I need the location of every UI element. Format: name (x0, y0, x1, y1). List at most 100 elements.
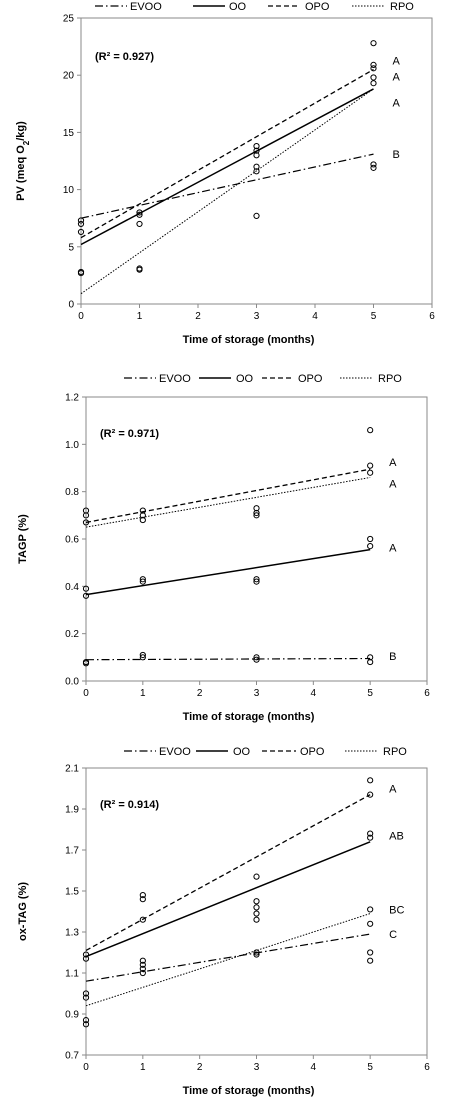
x-tick-label: 1 (140, 1062, 146, 1073)
data-point (82, 658, 90, 666)
legend-item-oo: OO (199, 373, 254, 385)
x-tick-label: 2 (197, 688, 203, 699)
data-point (136, 220, 143, 228)
data-point (253, 898, 260, 905)
series-line-opo (85, 468, 371, 524)
significance-letter-opo: A (393, 71, 401, 83)
y-tick-label: 0 (68, 300, 74, 311)
y-tick-label: 1.9 (65, 805, 79, 816)
data-point (370, 161, 377, 168)
data-point (370, 65, 377, 72)
legend-item-evoo: EVOO (124, 746, 191, 758)
data-point (82, 519, 90, 526)
y-tick-label: 1.0 (65, 440, 79, 451)
data-point (82, 951, 90, 958)
ox-tag-chart: 0.7 0.9 1.1 1.3 1.5 1.7 1.9 2.1 0 1 2 3 4 5 6 Time of s… (17, 764, 430, 1098)
data-point (367, 791, 374, 798)
legend-item-rpo: RPO (345, 746, 407, 758)
legend-label-opo: OPO (300, 746, 325, 758)
x-tick-label: 3 (254, 311, 260, 322)
significance-letter-evoo: B (389, 651, 396, 663)
data-point (367, 654, 374, 661)
data-point (367, 957, 374, 964)
series-line-rpo (85, 476, 371, 528)
data-point (253, 578, 260, 585)
series-line-oo (85, 548, 371, 596)
data-point (253, 949, 260, 956)
x-tick-label: 5 (367, 1062, 373, 1073)
data-point (367, 830, 374, 837)
series-line-rpo (80, 88, 374, 295)
y-tick-label: 0.4 (65, 582, 79, 593)
y-tick-label: 0.2 (65, 629, 79, 640)
x-tick-label: 1 (137, 311, 143, 322)
legend-label-oo: OO (233, 746, 251, 758)
data-point (136, 265, 143, 272)
series-line-evoo (80, 153, 374, 219)
data-point (253, 873, 260, 880)
series-line-evoo (85, 933, 371, 982)
legend-item-oo: OO (196, 746, 251, 758)
significance-letter-oo: AB (389, 831, 404, 843)
x-tick-label: 0 (78, 311, 84, 322)
significance-letter-rpo: A (389, 478, 397, 490)
legend-panel-1: EVOO OO OPO RPO (95, 1, 414, 13)
data-point (82, 994, 90, 1001)
y-tick-label: 20 (63, 71, 75, 82)
data-point (77, 268, 85, 276)
y-tick-label: 0.8 (65, 487, 79, 498)
data-point (370, 40, 377, 47)
data-point (367, 920, 374, 927)
pv-chart: 0 5 10 15 20 25 0 1 2 3 4 5 6 Time of storage (months… (15, 14, 435, 347)
data-point (370, 61, 377, 69)
data-point (139, 961, 146, 968)
data-point (139, 576, 146, 583)
x-tick-label: 0 (83, 1062, 89, 1073)
legend-label-oo: OO (236, 373, 254, 385)
data-point (136, 209, 143, 216)
data-point (253, 904, 260, 911)
legend-label-opo: OPO (305, 1, 330, 13)
legend-label-opo: OPO (298, 373, 323, 385)
data-point (139, 507, 146, 514)
data-point (82, 507, 90, 514)
data-point (253, 916, 260, 923)
data-point (367, 949, 374, 956)
x-tick-label: 5 (371, 311, 377, 322)
y-tick-label: 1.3 (65, 928, 79, 939)
legend-label-evoo: EVOO (159, 373, 191, 385)
y-tick-label: 15 (63, 128, 75, 139)
y-tick-label: 1.1 (65, 969, 79, 980)
legend-item-evoo: EVOO (95, 1, 162, 13)
data-point (77, 217, 85, 224)
series-line-evoo (85, 657, 371, 661)
data-point (253, 654, 260, 661)
data-point (253, 656, 260, 663)
x-tick-label: 6 (424, 688, 430, 699)
x-tick-label: 4 (311, 1062, 317, 1073)
data-point (136, 211, 143, 218)
x-tick-label: 3 (254, 1062, 260, 1073)
x-tick-label: 4 (312, 311, 318, 322)
x-tick-label: 4 (311, 688, 317, 699)
data-point (367, 535, 374, 543)
y-tick-label: 2.1 (65, 764, 79, 775)
data-point (82, 585, 90, 592)
data-point (82, 1017, 90, 1024)
y-axis-label: TAGP (%) (17, 514, 29, 564)
x-axis-label: Time of storage (months) (183, 711, 315, 723)
data-point (139, 896, 146, 903)
x-tick-label: 2 (195, 311, 201, 322)
x-tick-label: 1 (140, 688, 146, 699)
data-point (139, 957, 146, 964)
r-squared-label: (R² = 0.927) (95, 51, 154, 63)
data-point (139, 892, 146, 899)
data-point (82, 955, 90, 962)
data-point (253, 152, 260, 159)
legend-item-opo: OPO (262, 373, 323, 385)
data-point (367, 906, 374, 913)
x-tick-label: 5 (367, 688, 373, 699)
y-tick-label: 5 (68, 242, 74, 253)
plot-frame (85, 767, 428, 1056)
